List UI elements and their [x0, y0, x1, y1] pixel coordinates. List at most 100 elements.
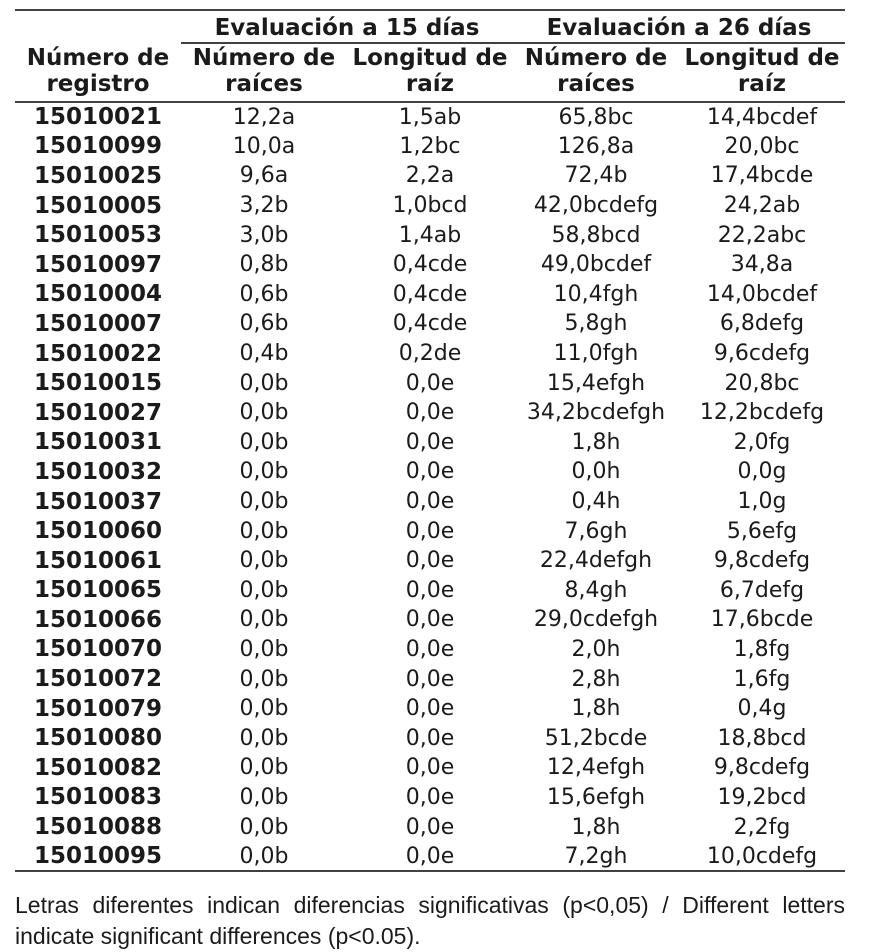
table-row: 15010088 0,0b 0,0e 1,8h 2,2fg [15, 812, 845, 842]
registro-cell: 15010065 [33, 577, 163, 604]
numero-raices-26-cell: 2,8h [571, 666, 621, 692]
longitud-raiz-15-cell: 0,0e [405, 696, 455, 722]
registro-cell: 15010060 [33, 518, 163, 545]
registro-cell: 15010037 [33, 488, 163, 515]
registro-cell: 15010083 [33, 784, 163, 811]
numero-raices-15-cell: 0,0b [239, 429, 289, 455]
numero-raices-26-cell: 0,4h [571, 489, 621, 515]
longitud-raiz-26-cell: 19,2bcd [717, 784, 807, 810]
registro-cell: 15010088 [33, 814, 163, 841]
numero-raices-26-cell: 51,2bcde [544, 725, 648, 751]
numero-raices-15-cell: 0,6b [239, 311, 289, 337]
numero-raices-15-cell: 0,0b [239, 843, 289, 869]
table-body: 15010021 12,2a 1,5ab 65,8bc 14,4bcdef 15… [15, 102, 845, 871]
column-header-numero-raices-26: Número de raíces [513, 43, 679, 103]
longitud-raiz-26-cell: 14,4bcdef [706, 104, 818, 130]
longitud-raiz-26-cell: 9,6cdefg [713, 341, 811, 367]
table-row: 15010037 0,0b 0,0e 0,4h 1,0g [15, 487, 845, 517]
longitud-raiz-15-cell: 0,4cde [392, 252, 468, 278]
longitud-raiz-15-cell: 1,4ab [398, 222, 462, 248]
numero-raices-26-cell: 42,0bcdefg [533, 193, 659, 219]
registro-cell: 15010079 [33, 695, 163, 722]
table-row: 15010083 0,0b 0,0e 15,6efgh 19,2bcd [15, 783, 845, 813]
registro-cell: 15010015 [33, 370, 163, 397]
numero-raices-15-cell: 12,2a [232, 104, 296, 130]
numero-raices-15-cell: 0,0b [239, 607, 289, 633]
span-header-eval-15-dias: Evaluación a 15 días [181, 10, 513, 44]
column-header-numero-registro: Número de registro [15, 43, 181, 103]
longitud-raiz-26-cell: 9,8cdefg [713, 548, 811, 574]
table-row: 15010027 0,0b 0,0e 34,2bcdefgh 12,2bcdef… [15, 398, 845, 428]
registro-cell: 15010061 [33, 547, 163, 574]
longitud-raiz-15-cell: 0,0e [405, 666, 455, 692]
numero-raices-26-cell: 49,0bcdef [540, 252, 652, 278]
numero-raices-15-cell: 3,0b [239, 222, 289, 248]
longitud-raiz-15-cell: 0,0e [405, 459, 455, 485]
longitud-raiz-15-cell: 0,0e [405, 755, 455, 781]
numero-raices-15-cell: 0,0b [239, 725, 289, 751]
longitud-raiz-15-cell: 1,0bcd [392, 193, 468, 219]
longitud-raiz-15-cell: 0,0e [405, 429, 455, 455]
numero-raices-15-cell: 0,4b [239, 341, 289, 367]
numero-raices-15-cell: 0,0b [239, 784, 289, 810]
registro-cell: 15010022 [33, 340, 163, 367]
numero-raices-15-cell: 0,0b [239, 814, 289, 840]
table-row: 15010053 3,0b 1,4ab 58,8bcd 22,2abc [15, 220, 845, 250]
table-row: 15010015 0,0b 0,0e 15,4efgh 20,8bc [15, 368, 845, 398]
longitud-raiz-26-cell: 24,2ab [723, 193, 801, 219]
numero-raices-26-cell: 7,6gh [564, 518, 628, 544]
registro-cell: 15010005 [33, 192, 163, 219]
longitud-raiz-26-cell: 17,4bcde [710, 163, 814, 189]
numero-raices-15-cell: 0,0b [239, 400, 289, 426]
numero-raices-26-cell: 0,0h [571, 459, 621, 485]
column-header-numero-raices-15: Número de raíces [181, 43, 347, 103]
table-row: 15010066 0,0b 0,0e 29,0cdefgh 17,6bcde [15, 605, 845, 635]
longitud-raiz-15-cell: 0,0e [405, 607, 455, 633]
column-header-row: Número de registro Número de raíces Long… [15, 43, 845, 103]
longitud-raiz-15-cell: 0,0e [405, 814, 455, 840]
table-row: 15010031 0,0b 0,0e 1,8h 2,0fg [15, 428, 845, 458]
numero-raices-26-cell: 10,4fgh [553, 281, 639, 307]
longitud-raiz-15-cell: 0,0e [405, 489, 455, 515]
numero-raices-26-cell: 72,4b [564, 163, 628, 189]
longitud-raiz-26-cell: 0,0g [737, 459, 787, 485]
table-row: 15010099 10,0a 1,2bc 126,8a 20,0bc [15, 132, 845, 162]
longitud-raiz-26-cell: 22,2abc [717, 222, 807, 248]
table-row: 15010070 0,0b 0,0e 2,0h 1,8fg [15, 635, 845, 665]
numero-raices-26-cell: 8,4gh [564, 577, 628, 603]
longitud-raiz-26-cell: 1,6fg [733, 666, 791, 692]
numero-raices-15-cell: 0,0b [239, 459, 289, 485]
longitud-raiz-15-cell: 0,0e [405, 843, 455, 869]
numero-raices-15-cell: 3,2b [239, 193, 289, 219]
table-row: 15010095 0,0b 0,0e 7,2gh 10,0cdefg [15, 842, 845, 872]
longitud-raiz-26-cell: 12,2bcdefg [699, 400, 825, 426]
registro-cell: 15010053 [33, 222, 163, 249]
longitud-raiz-15-cell: 0,0e [405, 518, 455, 544]
table-row: 15010072 0,0b 0,0e 2,8h 1,6fg [15, 664, 845, 694]
registro-cell: 15010004 [33, 281, 163, 308]
numero-raices-26-cell: 1,8h [571, 696, 621, 722]
numero-raices-15-cell: 0,0b [239, 548, 289, 574]
numero-raices-26-cell: 34,2bcdefgh [526, 400, 666, 426]
longitud-raiz-26-cell: 1,0g [737, 489, 787, 515]
longitud-raiz-15-cell: 1,2bc [399, 133, 461, 159]
registro-cell: 15010082 [33, 754, 163, 781]
numero-raices-26-cell: 5,8gh [564, 311, 628, 337]
registro-cell: 15010031 [33, 429, 163, 456]
longitud-raiz-15-cell: 0,4cde [392, 311, 468, 337]
table-row: 15010021 12,2a 1,5ab 65,8bc 14,4bcdef [15, 102, 845, 132]
registro-cell: 15010097 [33, 251, 163, 278]
longitud-raiz-15-cell: 0,0e [405, 370, 455, 396]
numero-raices-26-cell: 58,8bcd [551, 222, 641, 248]
longitud-raiz-26-cell: 14,0bcdef [706, 281, 818, 307]
numero-raices-26-cell: 7,2gh [564, 843, 628, 869]
table-row: 15010080 0,0b 0,0e 51,2bcde 18,8bcd [15, 723, 845, 753]
numero-raices-15-cell: 10,0a [232, 133, 296, 159]
longitud-raiz-15-cell: 0,0e [405, 400, 455, 426]
numero-raices-15-cell: 0,0b [239, 755, 289, 781]
longitud-raiz-26-cell: 18,8bcd [717, 725, 807, 751]
numero-raices-26-cell: 65,8bc [558, 104, 634, 130]
numero-raices-26-cell: 1,8h [571, 429, 621, 455]
table-row: 15010032 0,0b 0,0e 0,0h 0,0g [15, 457, 845, 487]
numero-raices-26-cell: 1,8h [571, 814, 621, 840]
